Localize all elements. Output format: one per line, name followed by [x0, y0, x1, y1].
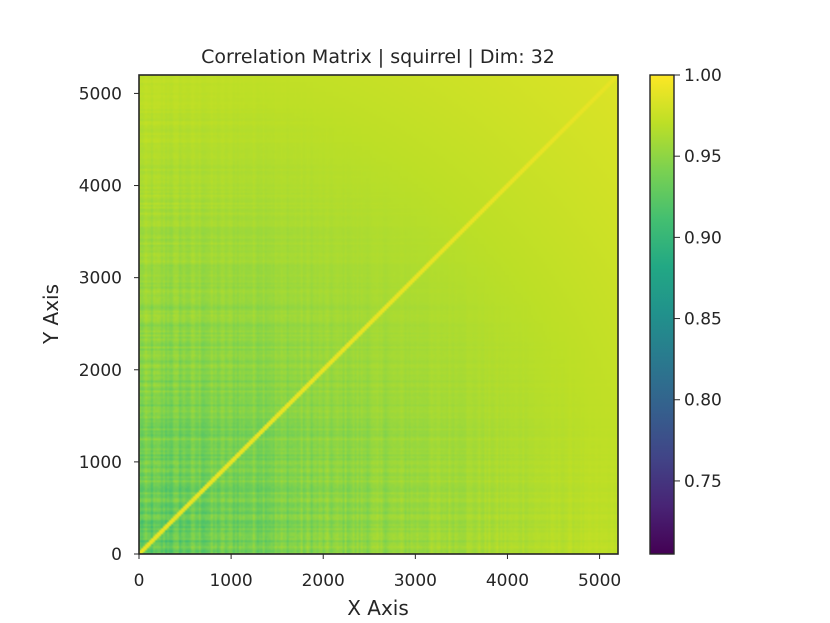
colorbar-tick-label: 1.00	[684, 66, 722, 86]
y-tick-label: 1000	[79, 453, 122, 473]
y-tick-label: 3000	[79, 269, 122, 289]
x-tick-label: 5000	[578, 571, 621, 591]
x-tick-label: 2000	[302, 571, 345, 591]
colorbar	[649, 74, 675, 555]
colorbar-tick-label: 0.75	[684, 472, 722, 492]
colorbar-tick-label: 0.90	[684, 228, 722, 248]
x-axis-ticks: 0 1000 2000 3000 4000 5000	[134, 554, 621, 591]
x-axis-label: X Axis	[347, 596, 409, 620]
y-axis-ticks: 0 1000 2000 3000 4000 5000	[79, 84, 139, 565]
x-tick-label: 0	[134, 571, 145, 591]
x-tick-label: 3000	[394, 571, 437, 591]
heatmap-image	[139, 75, 618, 554]
chart-title: Correlation Matrix | squirrel | Dim: 32	[201, 46, 555, 68]
plot-frame	[138, 74, 619, 555]
y-tick-label: 0	[111, 545, 122, 565]
y-tick-label: 5000	[79, 84, 122, 104]
x-tick-label: 4000	[486, 571, 529, 591]
colorbar-tick-label: 0.80	[684, 391, 722, 411]
y-tick-label: 4000	[79, 177, 122, 197]
colorbar-tick-label: 0.85	[684, 310, 722, 330]
colorbar-ticks: 1.00 0.95 0.90 0.85 0.80 0.75	[674, 66, 722, 492]
colorbar-tick-label: 0.95	[684, 147, 722, 167]
y-axis-label: Y Axis	[39, 284, 63, 345]
y-tick-label: 2000	[79, 361, 122, 381]
x-tick-label: 1000	[209, 571, 252, 591]
heatmap-area	[139, 75, 618, 554]
